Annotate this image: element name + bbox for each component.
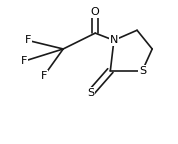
Text: F: F — [21, 56, 27, 66]
Text: N: N — [110, 35, 118, 45]
Text: O: O — [91, 7, 100, 17]
Text: S: S — [139, 66, 146, 76]
Text: S: S — [87, 88, 94, 98]
Text: F: F — [40, 71, 47, 81]
Text: F: F — [24, 35, 31, 45]
